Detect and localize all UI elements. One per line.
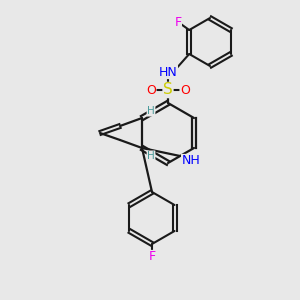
Text: F: F	[148, 250, 156, 263]
Text: HN: HN	[159, 65, 177, 79]
Text: S: S	[163, 82, 173, 98]
Text: F: F	[174, 16, 182, 29]
Text: O: O	[180, 83, 190, 97]
Text: NH: NH	[182, 154, 200, 167]
Text: O: O	[146, 83, 156, 97]
Text: H: H	[147, 106, 155, 116]
Text: H: H	[147, 151, 155, 161]
